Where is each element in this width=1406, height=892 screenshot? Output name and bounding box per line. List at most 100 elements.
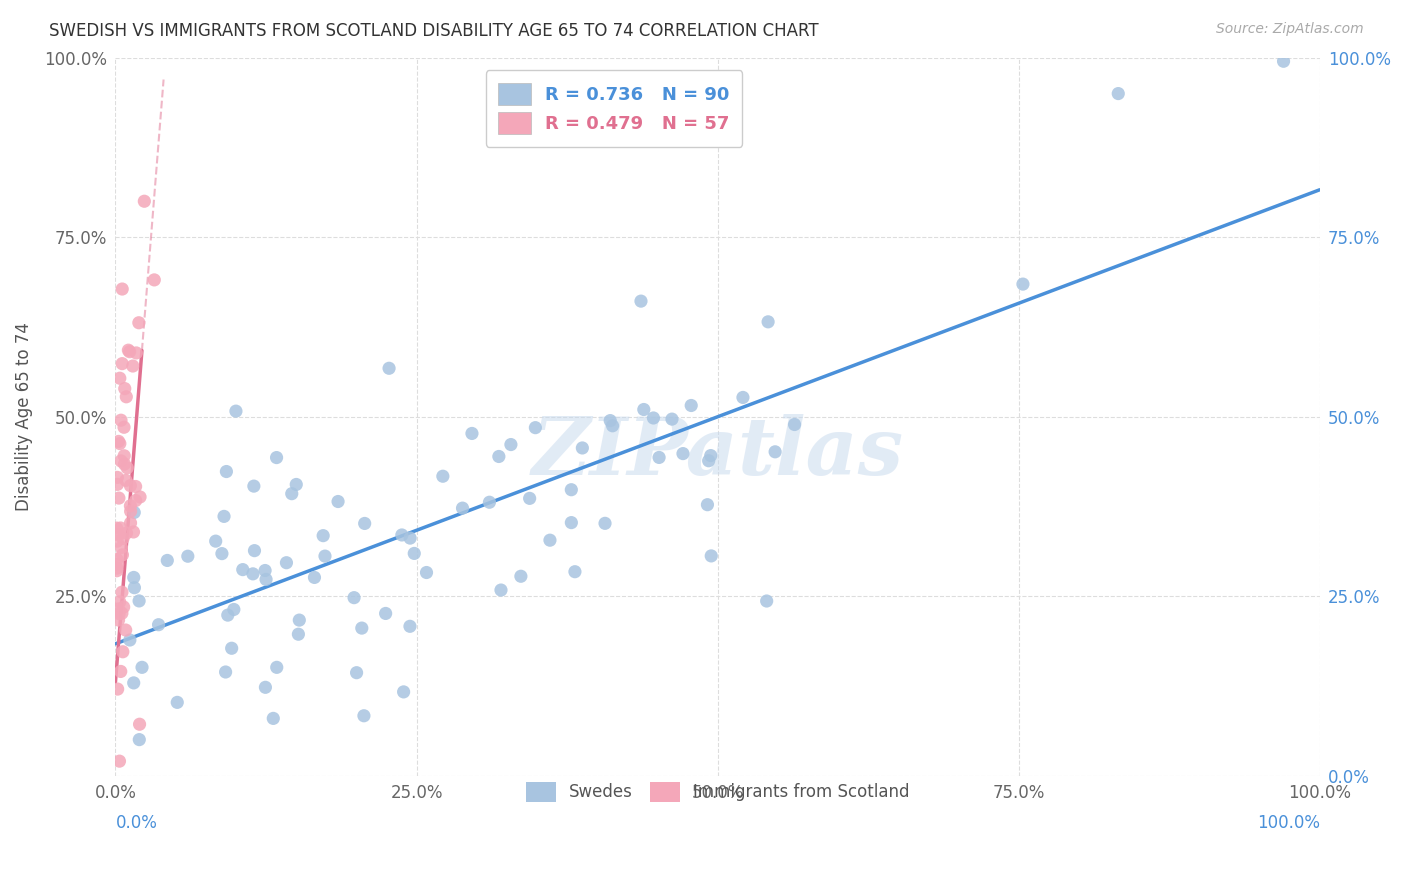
Point <box>107 602 129 616</box>
Point <box>108 607 131 621</box>
Point <box>404 546 426 560</box>
Point <box>114 382 136 396</box>
Point <box>697 454 720 468</box>
Point <box>115 474 138 488</box>
Point <box>114 623 136 637</box>
Point <box>108 371 131 385</box>
Point <box>672 447 695 461</box>
Point <box>122 524 145 539</box>
Point <box>124 479 146 493</box>
Point <box>353 708 375 723</box>
Point <box>346 665 368 680</box>
Point <box>148 617 170 632</box>
Point <box>499 437 522 451</box>
Point <box>125 346 148 360</box>
Point <box>700 449 723 463</box>
Point <box>107 682 129 697</box>
Point <box>110 521 132 535</box>
Point <box>488 450 510 464</box>
Point <box>254 573 277 587</box>
Point <box>105 470 128 484</box>
Point <box>111 585 134 599</box>
Point <box>128 316 150 330</box>
Point <box>509 569 531 583</box>
Point <box>593 516 616 531</box>
Point <box>232 563 254 577</box>
Legend: Swedes, Immigrants from Scotland: Swedes, Immigrants from Scotland <box>517 773 918 810</box>
Point <box>353 516 375 531</box>
Point <box>117 343 139 358</box>
Point <box>120 499 142 513</box>
Point <box>111 548 134 562</box>
Point <box>105 534 128 549</box>
Point <box>204 534 226 549</box>
Point <box>212 509 235 524</box>
Point <box>112 449 135 463</box>
Point <box>108 595 131 609</box>
Point <box>107 434 129 449</box>
Point <box>571 441 593 455</box>
Point <box>114 457 136 471</box>
Point <box>111 532 134 546</box>
Point <box>391 528 413 542</box>
Point <box>225 404 247 418</box>
Point <box>242 566 264 581</box>
Point <box>107 558 129 572</box>
Point <box>105 477 128 491</box>
Point <box>110 665 132 679</box>
Point <box>524 420 547 434</box>
Point <box>304 570 326 584</box>
Point <box>314 549 336 563</box>
Point <box>478 495 501 509</box>
Point <box>120 516 142 530</box>
Point <box>281 486 304 500</box>
Point <box>112 600 135 615</box>
Point <box>217 608 239 623</box>
Point <box>276 556 298 570</box>
Point <box>756 315 779 329</box>
Point <box>115 390 138 404</box>
Point <box>118 632 141 647</box>
Point <box>378 361 401 376</box>
Point <box>399 619 422 633</box>
Point <box>124 493 146 508</box>
Point <box>648 450 671 465</box>
Point <box>254 564 277 578</box>
Point <box>177 549 200 564</box>
Point <box>129 490 152 504</box>
Point <box>350 621 373 635</box>
Point <box>519 491 541 506</box>
Point <box>564 565 586 579</box>
Point <box>122 570 145 584</box>
Point <box>254 681 277 695</box>
Point <box>432 469 454 483</box>
Point <box>143 273 166 287</box>
Point <box>120 504 142 518</box>
Point <box>243 543 266 558</box>
Point <box>243 479 266 493</box>
Point <box>122 676 145 690</box>
Point <box>602 418 624 433</box>
Point <box>731 391 754 405</box>
Point <box>134 194 156 209</box>
Point <box>128 594 150 608</box>
Point <box>696 498 718 512</box>
Text: 0.0%: 0.0% <box>115 814 157 832</box>
Point <box>108 436 131 450</box>
Point <box>681 399 703 413</box>
Point <box>763 445 786 459</box>
Point <box>110 413 132 427</box>
Point <box>287 627 309 641</box>
Point <box>166 695 188 709</box>
Point <box>489 582 512 597</box>
Point <box>128 717 150 731</box>
Point <box>118 344 141 359</box>
Point <box>221 641 243 656</box>
Point <box>105 561 128 575</box>
Point <box>451 501 474 516</box>
Point <box>538 533 561 548</box>
Point <box>326 494 349 508</box>
Point <box>661 412 683 426</box>
Point <box>111 282 134 296</box>
Point <box>156 553 179 567</box>
